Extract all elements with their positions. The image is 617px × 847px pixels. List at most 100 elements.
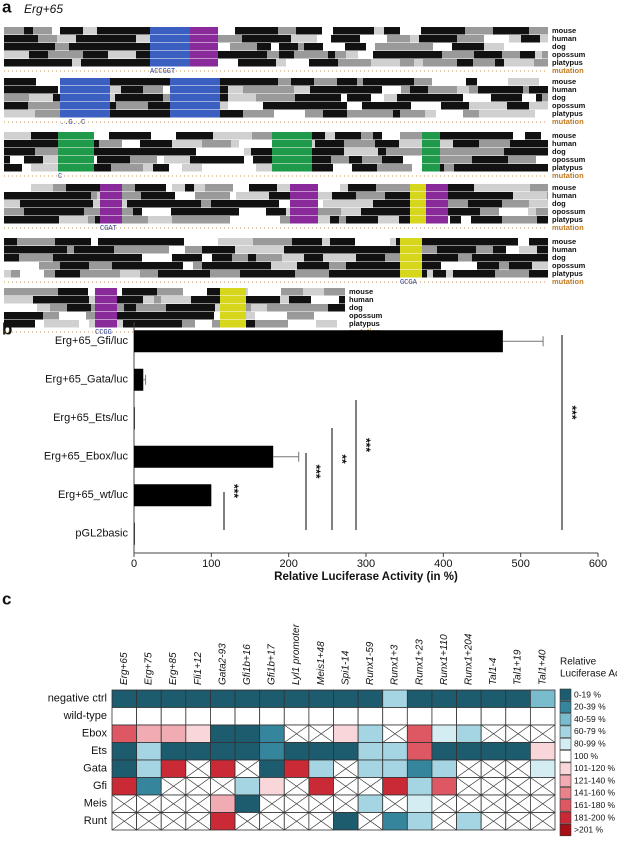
sequence-segment bbox=[493, 27, 503, 35]
sequence-segment bbox=[33, 27, 52, 35]
mutation-sequence: ACCGGT bbox=[150, 68, 175, 76]
sequence-segment bbox=[437, 246, 469, 254]
motif-highlight bbox=[410, 216, 426, 224]
column-label: Lyl1 promoter bbox=[291, 623, 302, 685]
sequence-segment bbox=[311, 296, 339, 304]
column-label: Runx1+23 bbox=[414, 639, 425, 685]
sequence-segment bbox=[212, 320, 221, 328]
sequence-segment bbox=[61, 320, 79, 328]
sequence-segment bbox=[253, 238, 286, 246]
heatmap-cell bbox=[185, 742, 211, 761]
sequence-segment bbox=[361, 208, 390, 216]
legend-swatch bbox=[559, 762, 572, 775]
sequence-segment bbox=[329, 262, 346, 270]
sequence-segment bbox=[197, 216, 230, 224]
sequence-segment bbox=[375, 140, 389, 148]
x-tick-label: 200 bbox=[279, 558, 297, 570]
cross bbox=[284, 724, 310, 743]
sequence-segment bbox=[330, 102, 347, 110]
sequence-segment bbox=[542, 51, 548, 59]
sequence-segment bbox=[111, 304, 124, 312]
legend-swatch bbox=[559, 799, 572, 812]
sequence-segment bbox=[156, 110, 169, 118]
heatmap-cell bbox=[357, 707, 384, 726]
sequence-segment bbox=[228, 102, 263, 110]
sequence-segment bbox=[127, 200, 150, 208]
sequence-segment bbox=[362, 102, 396, 110]
heatmap-cell bbox=[456, 689, 482, 708]
cross bbox=[431, 812, 457, 831]
sequence-segment bbox=[41, 200, 73, 208]
sequence-segment bbox=[441, 27, 465, 35]
sequence-segment bbox=[383, 164, 412, 172]
legend-label: 161-180 % bbox=[574, 800, 616, 810]
motif-highlight bbox=[400, 238, 422, 246]
sequence-segment bbox=[324, 148, 344, 156]
sequence-segment bbox=[296, 304, 328, 312]
heatmap-cell bbox=[111, 742, 138, 761]
sequence-segment bbox=[478, 148, 504, 156]
sequence-segment bbox=[478, 86, 506, 94]
sequence-segment bbox=[457, 59, 473, 67]
sequence-segment bbox=[139, 288, 157, 296]
sequence-segment bbox=[44, 320, 61, 328]
sequence-segment bbox=[474, 184, 497, 192]
heatmap-cell bbox=[210, 759, 236, 778]
sequence-segment bbox=[209, 110, 235, 118]
heatmap-cell bbox=[357, 759, 384, 778]
species-label: mouse bbox=[349, 287, 373, 296]
sequence-segment bbox=[400, 27, 408, 35]
heatmap-cell bbox=[210, 812, 236, 831]
legend-label: 0-19 % bbox=[574, 689, 601, 699]
sequence-segment bbox=[143, 164, 153, 172]
sequence-segment bbox=[484, 43, 504, 51]
sequence-segment bbox=[269, 192, 279, 200]
cross bbox=[480, 812, 506, 831]
sequence-segment bbox=[502, 110, 535, 118]
sequence-segment bbox=[143, 296, 154, 304]
sequence-segment bbox=[529, 200, 548, 208]
sequence-segment bbox=[150, 312, 168, 320]
sequence-segment bbox=[194, 184, 205, 192]
sequence-segment bbox=[122, 288, 139, 296]
sequence-segment bbox=[328, 51, 335, 59]
motif-highlight bbox=[95, 304, 117, 312]
sequence-segment bbox=[239, 78, 258, 86]
sequence-segment bbox=[166, 184, 172, 192]
heatmap-cell bbox=[210, 724, 236, 743]
sequence-segment bbox=[366, 43, 375, 51]
cross bbox=[456, 794, 482, 813]
heatmap-cell bbox=[259, 777, 285, 796]
sequence-segment bbox=[84, 208, 113, 216]
sequence-segment bbox=[4, 208, 24, 216]
sequence-segment bbox=[143, 86, 163, 94]
motif-highlight bbox=[410, 208, 426, 216]
sequence-segment bbox=[296, 27, 322, 35]
sequence-segment bbox=[256, 94, 279, 102]
sequence-segment bbox=[253, 140, 278, 148]
sequence-segment bbox=[344, 148, 378, 156]
sequence-segment bbox=[123, 254, 142, 262]
motif-highlight bbox=[410, 184, 426, 192]
sequence-segment bbox=[151, 78, 164, 86]
sequence-segment bbox=[161, 296, 191, 304]
heatmap-cell bbox=[529, 742, 556, 761]
motif-highlight bbox=[190, 35, 218, 43]
sequence-segment bbox=[508, 156, 536, 164]
sequence-segment bbox=[136, 51, 157, 59]
sequence-segment bbox=[200, 312, 214, 320]
legend-swatch bbox=[559, 700, 572, 714]
sequence-segment bbox=[266, 254, 282, 262]
sequence-segment bbox=[133, 148, 157, 156]
species-label: opossum bbox=[552, 101, 586, 110]
sequence-segment bbox=[60, 262, 89, 270]
cross bbox=[234, 759, 260, 778]
sequence-segment bbox=[153, 164, 169, 172]
sequence-segment bbox=[425, 110, 436, 118]
sequence-segment bbox=[349, 156, 362, 164]
sequence-segment bbox=[356, 254, 385, 262]
sequence-segment bbox=[10, 156, 24, 164]
cross bbox=[480, 794, 506, 813]
sequence-segment bbox=[239, 140, 253, 148]
sequence-segment bbox=[480, 192, 513, 200]
